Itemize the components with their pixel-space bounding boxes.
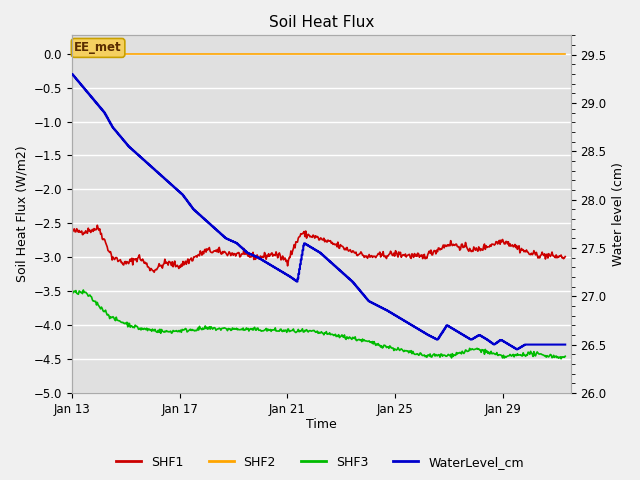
Title: Soil Heat Flux: Soil Heat Flux — [269, 15, 374, 30]
Y-axis label: Water level (cm): Water level (cm) — [612, 162, 625, 266]
Legend: SHF1, SHF2, SHF3, WaterLevel_cm: SHF1, SHF2, SHF3, WaterLevel_cm — [111, 451, 529, 474]
Text: EE_met: EE_met — [74, 41, 122, 54]
X-axis label: Time: Time — [306, 419, 337, 432]
Y-axis label: Soil Heat Flux (W/m2): Soil Heat Flux (W/m2) — [15, 146, 28, 282]
